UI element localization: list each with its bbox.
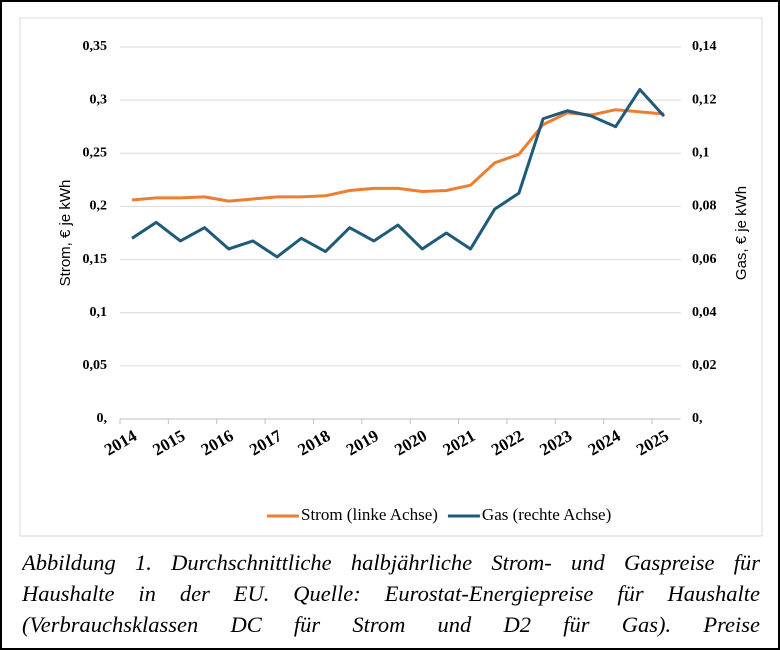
y2-tick-label: 0,06 xyxy=(692,252,717,267)
y2-tick-label: 0,02 xyxy=(692,358,717,373)
y-tick-label: 0,3 xyxy=(90,92,108,107)
chart: Strom, € je kWh Gas, € je kWh 0, 0,05 0,1 0… xyxy=(19,17,763,537)
y-tick-label: 0,25 xyxy=(83,146,108,161)
y-tick-label: 0,2 xyxy=(90,199,108,214)
y-tick-label: 0,35 xyxy=(83,39,108,54)
y-tick-label: 0,1 xyxy=(90,305,108,320)
y2-tick-label: 0, xyxy=(692,411,703,426)
chart-border xyxy=(19,17,763,537)
y2-axis-title: Gas, € je kWh xyxy=(733,186,750,280)
legend-label: Gas (rechte Achse) xyxy=(482,505,611,524)
caption: Abbildung 1. Durchschnittliche halbjährl… xyxy=(22,550,760,637)
y2-tick-label: 0,04 xyxy=(692,305,717,320)
legend-label: Strom (linke Achse) xyxy=(301,505,438,524)
y-tick-label: 0,15 xyxy=(83,252,108,267)
y2-tick-label: 0,14 xyxy=(692,39,717,54)
series-line xyxy=(131,88,666,259)
y2-tick-label: 0,08 xyxy=(692,199,717,214)
y-axis-title: Strom, € je kWh xyxy=(57,180,74,287)
y2-tick-label: 0,1 xyxy=(692,146,710,161)
y-tick-label: 0,05 xyxy=(83,358,108,373)
y-tick-label: 0, xyxy=(97,411,108,426)
y2-tick-label: 0,12 xyxy=(692,92,717,107)
